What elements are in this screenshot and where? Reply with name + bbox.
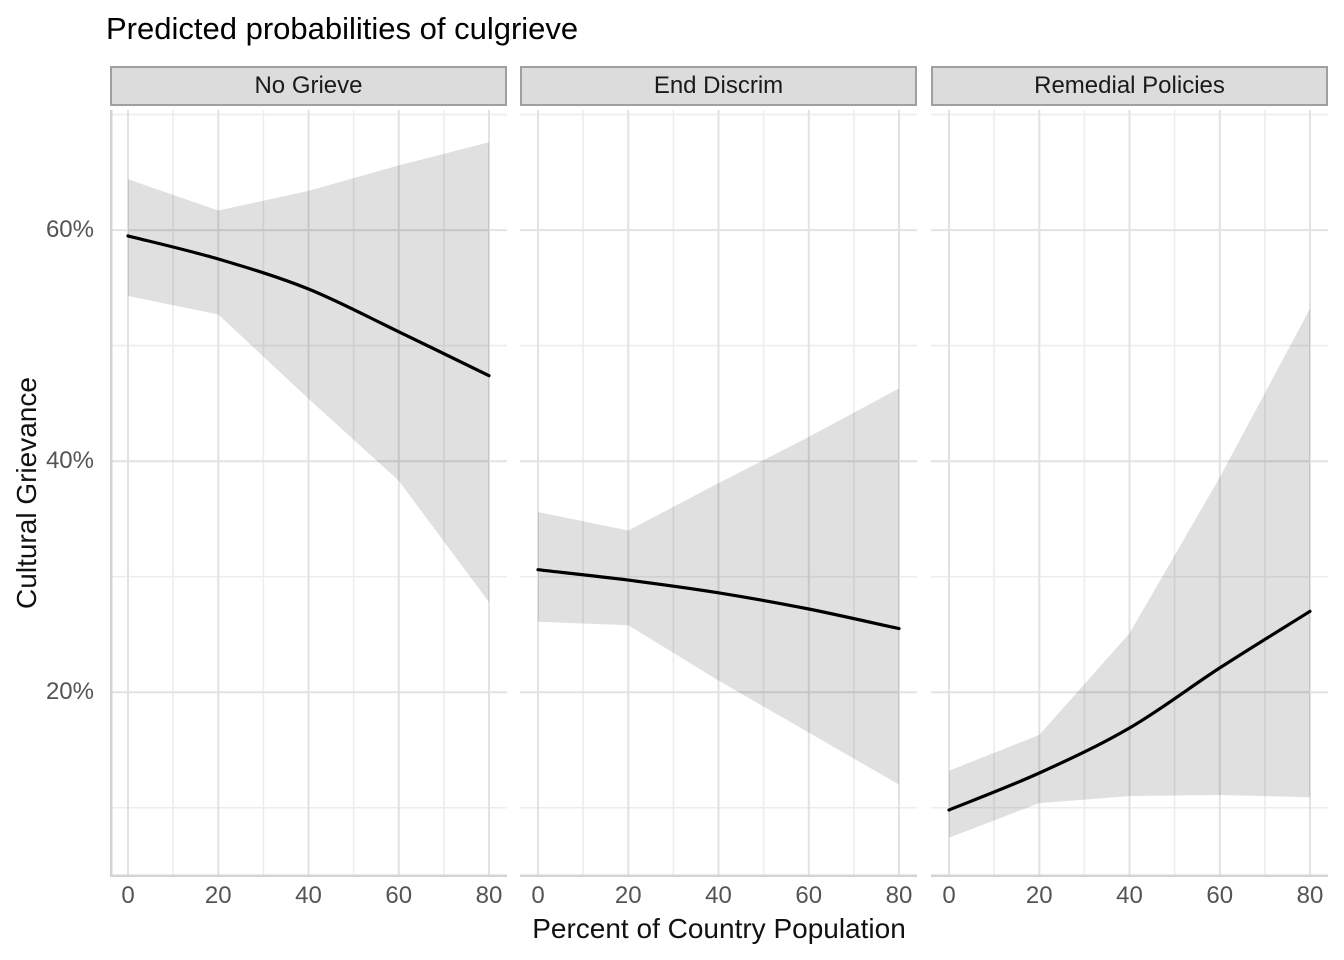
x-tick-label: 40 — [705, 882, 732, 909]
confidence-ribbon — [949, 308, 1310, 838]
plot-title: Predicted probabilities of culgrieve — [106, 11, 579, 46]
x-tick-label: 20 — [204, 882, 232, 909]
facet-panel — [110, 110, 507, 877]
facet-strip-label: No Grieve — [110, 66, 507, 106]
x-tick-label: 40 — [1116, 882, 1143, 909]
x-tick-label: 20 — [1025, 882, 1053, 909]
confidence-ribbon — [538, 388, 899, 785]
fit-line — [126, 234, 491, 378]
x-tick-label: 0 — [942, 882, 956, 909]
y-tick-label: 20% — [45, 678, 94, 706]
x-tick-label: 60 — [385, 882, 413, 909]
fit-line — [536, 568, 901, 631]
fit-line — [947, 609, 1312, 812]
y-tick-label: 60% — [45, 216, 94, 244]
x-tick-label: 60 — [795, 882, 823, 909]
facet-panel — [931, 110, 1328, 877]
x-tick-label: 60 — [1206, 882, 1234, 909]
y-tick-label: 40% — [45, 447, 94, 475]
x-tick-label: 80 — [1296, 882, 1324, 909]
x-tick-label: 20 — [614, 882, 642, 909]
confidence-ribbon — [128, 142, 489, 603]
y-axis-title: Cultural Grievance — [11, 377, 42, 609]
x-tick-label: 0 — [531, 882, 545, 909]
x-tick-label: 40 — [295, 882, 322, 909]
x-tick-label: 0 — [121, 882, 135, 909]
x-tick-label: 80 — [885, 882, 913, 909]
x-tick-label: 80 — [475, 882, 503, 909]
facet-strip-label: Remedial Policies — [931, 66, 1328, 106]
x-axis-title: Percent of Country Population — [532, 913, 906, 944]
facet-panel — [520, 110, 917, 877]
facet-strip-label: End Discrim — [520, 66, 917, 106]
